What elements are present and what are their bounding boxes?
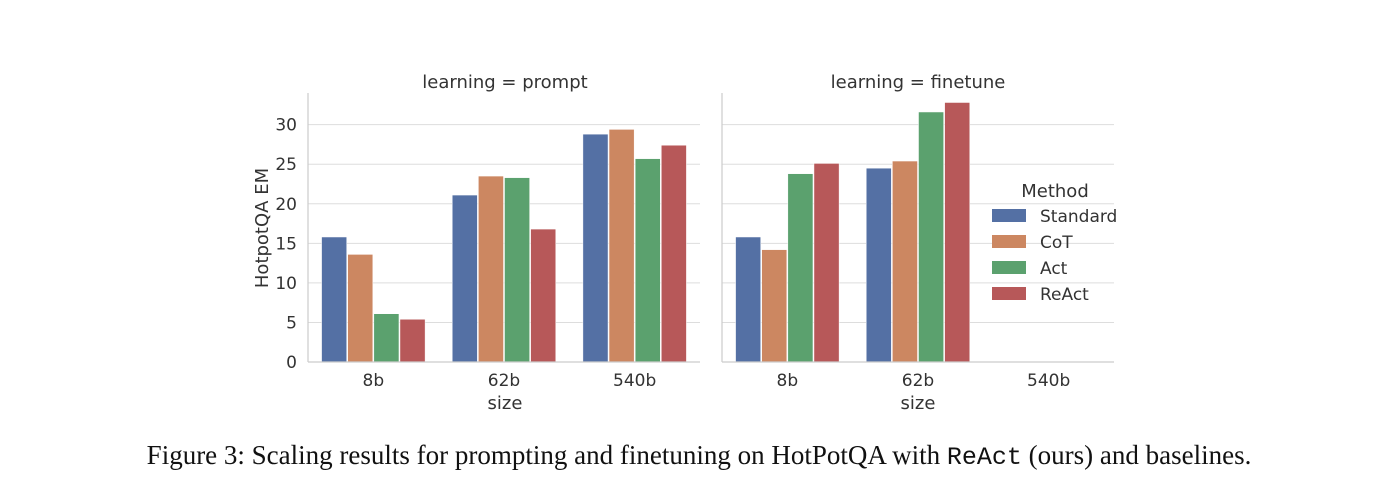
legend-entries: Standard CoT Act ReAct — [992, 207, 1117, 305]
bar-prompt-62b-act — [504, 177, 530, 363]
bar-finetune-8b-react — [813, 163, 840, 363]
legend-swatch-act — [992, 261, 1026, 274]
bar-prompt-8b-react — [399, 319, 426, 363]
legend-title: Method — [1021, 181, 1089, 202]
bar-prompt-8b-standard — [321, 236, 347, 363]
caption-code: ReAct — [946, 443, 1022, 472]
grid-layer — [308, 124, 1114, 363]
caption-suffix: (ours) and baselines. — [1028, 440, 1252, 470]
bar-prompt-8b-cot — [347, 254, 374, 363]
panel-title-prompt: learning = prompt — [422, 72, 587, 93]
y-tick-label-20: 20 — [275, 195, 297, 215]
x-axis-label-finetune: size — [901, 393, 936, 414]
legend-label-react: ReAct — [1040, 285, 1089, 305]
bar-prompt-540b-cot — [608, 129, 635, 363]
x-tick-label-finetune-8b: 8b — [777, 371, 799, 391]
x-tick-label-finetune-62b: 62b — [902, 371, 934, 391]
bar-prompt-62b-react — [530, 228, 557, 363]
y-tick-label-25: 25 — [275, 155, 297, 175]
bar-finetune-8b-cot — [761, 249, 788, 363]
legend-swatch-react — [992, 287, 1026, 300]
bar-chart-figure: 8b 62b 540b 0 5 10 15 20 25 30 8b 62b 540b learning … — [252, 72, 1117, 414]
legend-label-standard: Standard — [1040, 207, 1117, 227]
y-tick-label-5: 5 — [286, 313, 297, 333]
x-tick-label-prompt-62b: 62b — [488, 371, 520, 391]
panel-title-finetune: learning = finetune — [831, 72, 1006, 93]
legend-swatch-cot — [992, 235, 1026, 248]
bar-finetune-8b-act — [787, 173, 814, 363]
legend-label-cot: CoT — [1040, 233, 1073, 253]
x-tick-label-prompt-540b: 540b — [613, 371, 656, 391]
legend-swatch-standard — [992, 209, 1026, 222]
y-tick-label-10: 10 — [275, 274, 297, 294]
bar-finetune-62b-react — [944, 102, 971, 363]
bar-finetune-62b-act — [918, 111, 944, 363]
bar-finetune-8b-standard — [735, 236, 761, 363]
caption-prefix: Figure 3: Scaling results for prompting … — [146, 440, 941, 470]
bar-prompt-62b-standard — [451, 194, 478, 363]
y-tick-label-15: 15 — [275, 234, 297, 254]
legend: Method Standard CoT Act ReAct — [992, 181, 1117, 305]
bar-prompt-540b-act — [634, 158, 661, 363]
bar-prompt-540b-standard — [582, 133, 609, 363]
bar-finetune-62b-cot — [892, 160, 918, 363]
bar-finetune-62b-standard — [865, 167, 892, 363]
y-axis-label: HotpotQA EM — [252, 168, 273, 288]
figure-caption: Figure 3: Scaling results for prompting … — [0, 440, 1398, 472]
x-axis-label-prompt: size — [488, 393, 523, 414]
bar-prompt-8b-act — [373, 313, 400, 363]
bar-prompt-540b-react — [661, 144, 687, 363]
legend-label-act: Act — [1040, 259, 1068, 279]
bar-prompt-62b-cot — [478, 175, 504, 363]
x-tick-label-finetune-540b: 540b — [1027, 371, 1070, 391]
x-tick-label-prompt-8b: 8b — [363, 371, 385, 391]
axis-layer: 8b 62b 540b 0 5 10 15 20 25 30 8b 62b 540b — [275, 93, 1114, 391]
bar-layer — [321, 102, 971, 363]
y-tick-label-30: 30 — [275, 116, 297, 136]
y-tick-label-0: 0 — [286, 353, 297, 373]
